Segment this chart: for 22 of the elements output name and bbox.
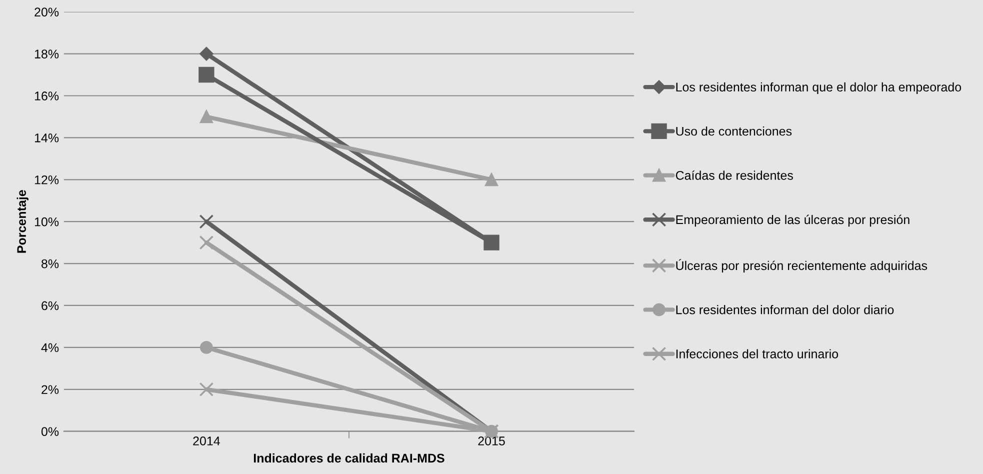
- y-tick-label: 6%: [42, 301, 59, 310]
- y-axis-title: Porcentaje: [16, 190, 28, 253]
- legend-label: Úlceras por presión recientemente adquiridas: [676, 259, 928, 273]
- y-tick-label: 18%: [34, 50, 59, 58]
- legend-label: Empeoramiento de las úlceras por presión: [676, 214, 910, 227]
- legend-label: Caídas de residentes: [676, 170, 793, 180]
- legend-label: Infecciones del tracto urinario: [676, 349, 838, 358]
- y-tick-label: 2%: [42, 385, 59, 394]
- y-tick-label: 12%: [34, 175, 59, 184]
- y-tick-label: 8%: [42, 259, 59, 268]
- legend-label: Los residentes informan que el dolor ha empeorado: [676, 82, 962, 94]
- x-tick-label: 2014: [193, 436, 220, 446]
- y-tick-label: 14%: [34, 134, 59, 142]
- x-tick-label: 2015: [478, 436, 505, 446]
- legend-label: Los residentes informan del dolor diario: [676, 305, 894, 314]
- y-tick-label: 10%: [34, 217, 59, 226]
- y-tick-label: 0%: [41, 427, 59, 436]
- y-tick-label: 20%: [34, 8, 59, 16]
- y-tick-label: 4%: [41, 343, 59, 352]
- x-axis-title: Indicadores de calidad RAI-MDS: [254, 453, 444, 463]
- legend-label: Uso de contenciones: [676, 126, 792, 136]
- y-tick-label: 16%: [34, 92, 59, 100]
